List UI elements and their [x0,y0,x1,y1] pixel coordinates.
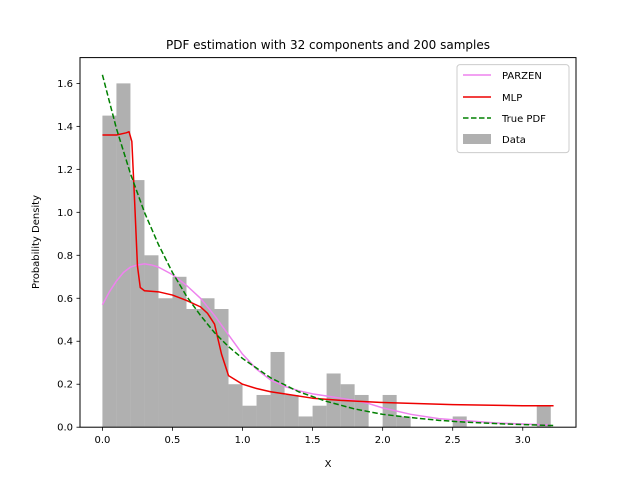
plot-frame [79,57,577,428]
histogram-bar [270,351,285,428]
y-axis-ticks: 0.0 0.2 0.4 0.6 0.8 1.0 1.2 1.4 1.6 [57,79,80,434]
histogram-bar [116,83,131,428]
legend-box [456,64,570,154]
x-tick-label: 3.0 [515,435,531,446]
histogram-bar [186,309,201,428]
legend-swatch-data [463,134,491,144]
y-tick-label: 0.2 [57,380,73,391]
histogram-bar [298,416,313,428]
histogram-bar [130,180,145,428]
legend-label-mlp: MLP [502,93,522,104]
series-lines [101,74,554,427]
histogram-bar [312,405,327,428]
histogram-bar [452,416,467,428]
y-axis-label: Probability Density [31,195,42,289]
histogram-bar [200,298,215,428]
x-tick-label: 0.0 [94,435,110,446]
histogram-bar [340,384,355,428]
histogram-bar [228,384,243,428]
histogram-bar [256,394,271,428]
x-tick-label: 0.5 [165,435,181,446]
histogram-bar [536,405,551,428]
chart-title: PDF estimation with 32 components and 20… [166,38,490,52]
x-axis-label: X [325,459,332,470]
legend-label-data: Data [502,135,526,146]
y-tick-label: 0.0 [57,423,73,434]
histogram-bar [102,115,117,428]
y-tick-label: 1.4 [57,122,73,133]
histogram-bar [242,405,257,428]
x-tick-label: 1.5 [305,435,321,446]
y-tick-label: 1.0 [57,208,73,219]
x-tick-label: 1.0 [235,435,251,446]
x-axis-ticks: 0.0 0.5 1.0 1.5 2.0 2.5 3.0 [94,427,531,446]
y-tick-label: 0.4 [57,337,73,348]
y-tick-label: 0.8 [57,251,73,262]
histogram-bar [396,416,411,428]
legend-label-parzen: PARZEN [502,71,542,82]
true-pdf-line [101,74,554,427]
x-tick-label: 2.0 [375,435,391,446]
y-tick-label: 0.6 [57,294,73,305]
legend: PARZEN MLP True PDF Data [456,64,570,154]
histogram-bar [172,276,187,428]
histogram-bar [144,255,159,428]
legend-label-true-pdf: True PDF [501,114,546,125]
x-tick-label: 2.5 [445,435,461,446]
histogram-bar [284,394,299,428]
y-tick-label: 1.2 [57,165,73,176]
histogram-bar [158,298,173,428]
y-tick-label: 1.6 [57,79,73,90]
mlp-line [102,130,554,407]
